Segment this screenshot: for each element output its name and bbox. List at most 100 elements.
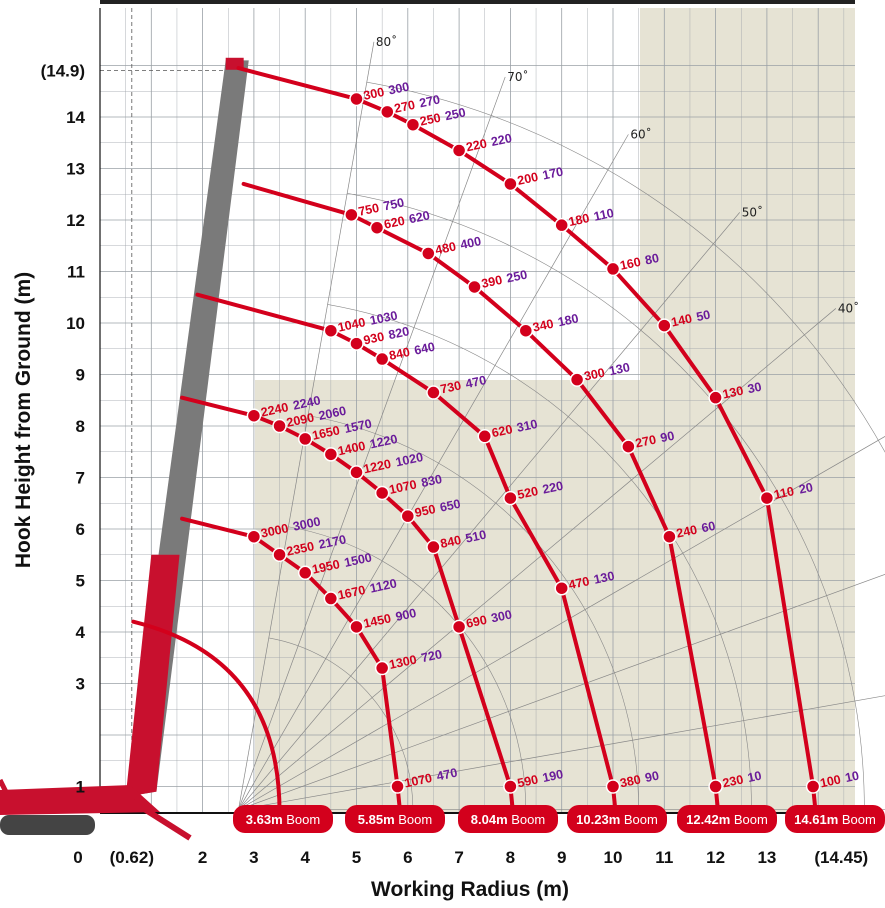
data-label-primary: 840 <box>439 533 462 551</box>
boom-label: 3.63m Boom <box>246 812 320 827</box>
data-label-secondary: 300 <box>387 80 410 98</box>
y-tick-label: 1 <box>76 778 85 797</box>
data-label-secondary: 30 <box>746 380 763 397</box>
data-label-primary: 1650 <box>311 423 341 442</box>
boom-label: 14.61m Boom <box>794 812 876 827</box>
x-tick-label: 7 <box>454 848 463 867</box>
data-point <box>605 261 621 277</box>
data-label-secondary: 110 <box>592 206 615 224</box>
angle-ray <box>238 573 885 811</box>
angle-ray <box>238 76 506 810</box>
x-tick-label: (14.45) <box>814 848 868 867</box>
data-label-primary: 2240 <box>260 400 290 419</box>
outrigger <box>0 778 13 802</box>
data-label-primary: 930 <box>362 329 385 347</box>
reach-arc <box>347 193 865 810</box>
boom-label-pill <box>233 805 333 833</box>
data-label-secondary: 470 <box>464 373 487 391</box>
data-point <box>374 485 390 501</box>
data-point <box>503 779 518 794</box>
outrigger <box>128 797 192 841</box>
x-tick-label: 0 <box>73 848 82 867</box>
data-point <box>708 390 723 405</box>
data-point <box>380 104 395 120</box>
data-label-secondary: 130 <box>608 360 631 378</box>
data-label-primary: 690 <box>465 613 488 631</box>
y-tick-label: 5 <box>76 572 85 591</box>
data-label-primary: 270 <box>634 432 657 450</box>
data-label-secondary: 250 <box>505 268 528 286</box>
y-tick-label: 7 <box>76 469 85 488</box>
data-label-secondary: 2170 <box>317 532 347 551</box>
data-label-secondary: 20 <box>798 480 815 497</box>
data-label-primary: 1070 <box>388 477 418 496</box>
data-label-secondary: 1570 <box>343 417 373 436</box>
data-label-primary: 130 <box>721 384 744 402</box>
data-label-primary: 110 <box>773 484 796 502</box>
data-label-primary: 1220 <box>362 457 392 476</box>
data-point <box>518 323 534 338</box>
data-label-secondary: 720 <box>420 647 443 665</box>
x-tick-label: 4 <box>300 848 310 867</box>
x-tick-label: (0.62) <box>110 848 154 867</box>
data-point <box>323 323 339 338</box>
data-label-secondary: 750 <box>382 195 405 213</box>
data-label-primary: 300 <box>362 85 385 103</box>
reach-arc <box>366 81 885 454</box>
boom-label-pill <box>677 805 777 833</box>
x-tick-label: 6 <box>403 848 412 867</box>
crane-body <box>0 785 160 815</box>
data-point <box>426 385 441 400</box>
data-label-secondary: 620 <box>408 208 431 226</box>
data-label-secondary: 60 <box>700 519 717 536</box>
boom-label-pill <box>785 805 885 833</box>
data-label-primary: 160 <box>619 255 642 273</box>
data-label-secondary: 190 <box>541 767 564 785</box>
data-point <box>405 117 421 132</box>
data-point <box>349 465 364 480</box>
y-tick-label: 6 <box>76 520 85 539</box>
data-label-primary: 470 <box>567 574 590 592</box>
angle-ray <box>238 436 885 810</box>
data-point <box>421 246 436 261</box>
data-label-primary: 750 <box>357 201 380 219</box>
y-tick-label: 8 <box>76 417 85 436</box>
data-label-secondary: 250 <box>444 105 467 123</box>
data-label-secondary: 170 <box>541 165 564 183</box>
y-tick-label: 4 <box>76 623 86 642</box>
y-tick-label: 14 <box>66 108 85 127</box>
data-point <box>374 660 390 676</box>
data-point <box>297 431 313 447</box>
data-point <box>467 279 482 295</box>
y-tick-label: 9 <box>76 366 85 385</box>
reach-arc <box>268 637 414 810</box>
data-label-secondary: 470 <box>435 766 458 784</box>
data-label-secondary: 80 <box>644 251 661 268</box>
data-point <box>451 143 467 158</box>
data-label-primary: 220 <box>465 136 488 154</box>
data-point <box>349 336 364 351</box>
data-point <box>374 351 390 367</box>
data-label-primary: 480 <box>434 239 457 257</box>
data-label-primary: 2350 <box>285 539 315 558</box>
data-label-secondary: 1120 <box>369 576 398 595</box>
data-point <box>390 779 405 794</box>
y-tick-label: 12 <box>66 211 85 230</box>
y-tick-label: (14.9) <box>41 62 85 81</box>
data-point <box>554 580 569 596</box>
angle-ray <box>238 695 885 811</box>
data-label-primary: 730 <box>439 378 462 396</box>
angle-label: 80˚ <box>376 34 397 49</box>
data-point <box>805 779 821 794</box>
data-label-primary: 240 <box>675 523 698 541</box>
y-tick-label: 11 <box>67 263 85 282</box>
data-label-primary: 380 <box>619 772 642 790</box>
data-point <box>621 439 636 454</box>
data-label-primary: 3000 <box>260 521 290 540</box>
data-point <box>708 779 723 794</box>
data-label-primary: 100 <box>819 772 842 790</box>
